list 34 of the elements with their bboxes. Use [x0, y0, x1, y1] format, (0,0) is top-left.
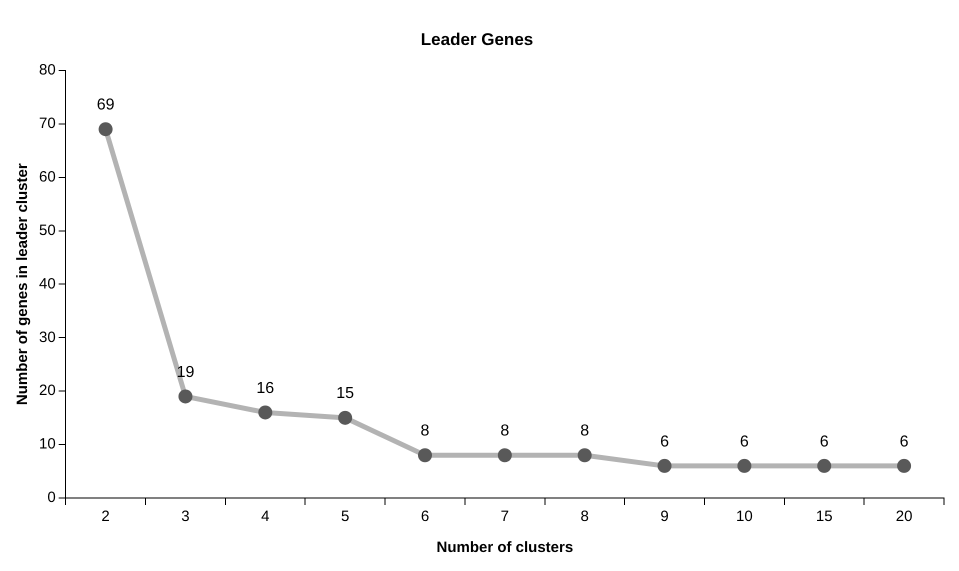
x-tick-label: 8 [580, 508, 589, 526]
y-tick-label: 70 [38, 114, 56, 132]
y-axis-title: Number of genes in leader cluster [14, 163, 32, 406]
y-tick-label: 10 [38, 436, 56, 453]
y-tick-label: 50 [38, 222, 56, 239]
data-label: 15 [336, 385, 354, 402]
data-label: 6 [900, 433, 909, 450]
x-tick-label: 5 [340, 508, 350, 526]
x-tick-label: 10 [736, 508, 753, 526]
data-label: 8 [580, 422, 590, 440]
x-tick-label: 15 [816, 508, 833, 526]
data-label: 6 [820, 433, 829, 450]
x-tick-label: 20 [896, 508, 912, 526]
y-tick-label: 20 [38, 382, 56, 400]
x-tick-label: 2 [101, 508, 110, 526]
data-label: 6 [660, 433, 670, 450]
data-label: 6 [740, 433, 749, 450]
x-tick-label: 9 [660, 508, 669, 526]
chart-title: Leader Genes [420, 30, 534, 49]
y-tick-label: 30 [38, 328, 56, 346]
x-tick-label: 6 [420, 508, 430, 526]
y-tick-label: 80 [38, 62, 56, 79]
x-tick-label: 4 [261, 508, 270, 526]
data-label: 19 [176, 364, 194, 381]
y-tick-label: 0 [47, 489, 56, 506]
data-label: 8 [500, 422, 510, 440]
x-tick-label: 7 [500, 508, 510, 526]
data-label: 8 [420, 422, 430, 440]
y-tick-label: 60 [38, 168, 56, 186]
y-tick-label: 40 [38, 275, 56, 292]
data-label: 16 [256, 380, 274, 397]
x-axis-title: Number of clusters [436, 539, 574, 556]
data-label: 69 [96, 96, 115, 114]
x-tick-label: 3 [181, 508, 190, 526]
